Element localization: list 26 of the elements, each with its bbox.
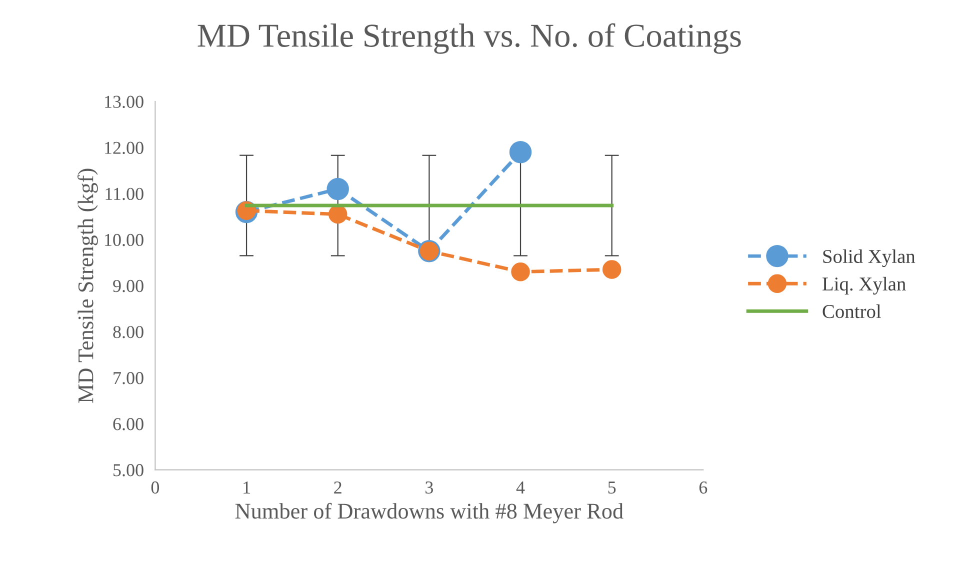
- chart-title: MD Tensile Strength vs. No. of Coatings: [198, 23, 741, 54]
- point: [511, 262, 530, 282]
- y-tick-label: 13.00: [105, 96, 144, 108]
- x-tick-label: 2: [334, 481, 342, 494]
- legend-label: Solid Xylan: [823, 249, 916, 268]
- y-tick-label: 6.00: [113, 418, 144, 430]
- x-tick-label: 6: [699, 481, 708, 494]
- y-tick-label: 5.00: [114, 464, 144, 476]
- y-axis-title: MD Tensile Strength (kgf): [77, 168, 98, 403]
- point: [602, 260, 622, 279]
- x-tick-label: 3: [426, 481, 433, 494]
- y-tick-label: 10.00: [105, 234, 144, 246]
- point: [326, 178, 349, 200]
- y-tick-label: 8.00: [113, 326, 144, 338]
- x-tick-label: 0: [151, 481, 160, 494]
- x-axis-title: Number of Drawdowns with #8 Meyer Rod: [235, 502, 624, 524]
- point: [509, 141, 532, 164]
- y-tick-label: 12.00: [105, 142, 144, 154]
- legend-label: Control: [822, 304, 881, 318]
- x-tick-label: 1: [244, 482, 250, 494]
- y-tick-label: 11.00: [106, 188, 144, 200]
- x-tick-label: 4: [516, 482, 525, 494]
- y-tick-label: 7.00: [114, 372, 144, 384]
- legend-label: Liq. Xylan: [822, 276, 906, 295]
- y-tick-label: 9.00: [113, 280, 144, 292]
- x-tick-label: 5: [608, 482, 616, 494]
